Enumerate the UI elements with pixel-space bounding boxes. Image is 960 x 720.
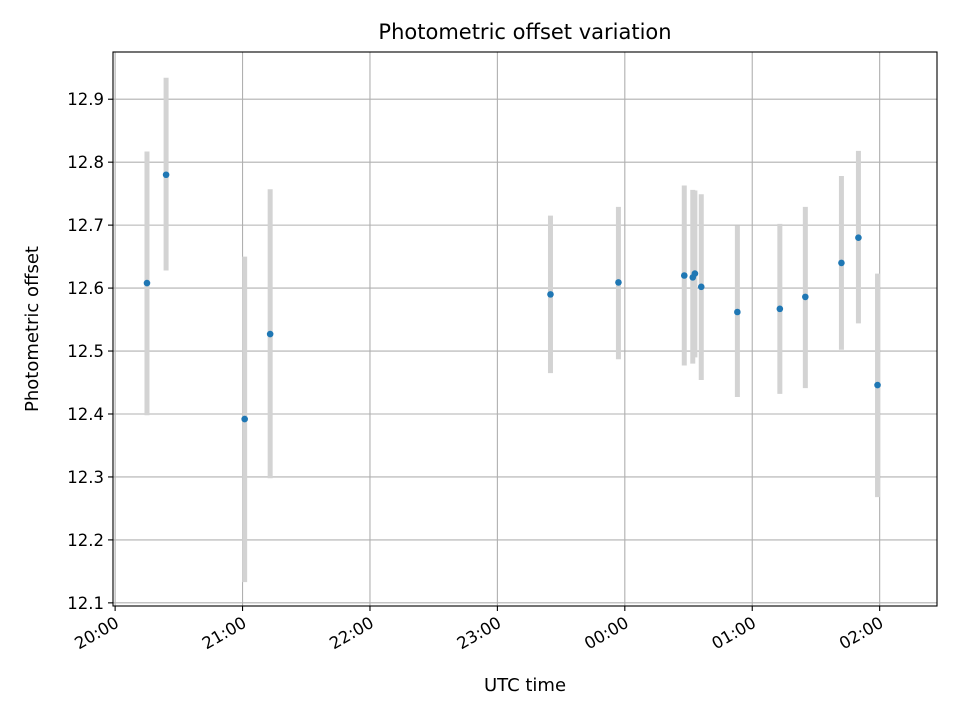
data-point [143, 279, 151, 287]
y-tick-label: 12.2 [67, 531, 104, 550]
y-tick-label: 12.1 [67, 594, 104, 613]
data-point [680, 272, 688, 279]
data-point [615, 279, 622, 286]
x-tick-label: 21:00 [199, 613, 250, 653]
data-points [143, 171, 881, 423]
x-tick-label: 00:00 [581, 613, 632, 653]
y-tick-label: 12.5 [67, 342, 104, 361]
data-point [691, 270, 699, 277]
data-point [697, 283, 705, 291]
x-tick-label: 22:00 [326, 613, 377, 653]
data-point [838, 259, 845, 267]
y-tick-label: 12.9 [67, 90, 104, 109]
data-point [266, 330, 274, 338]
error-bars [144, 77, 881, 583]
data-point [802, 293, 809, 301]
x-tick-label: 20:00 [71, 613, 122, 653]
data-point [734, 308, 741, 316]
y-tick-label: 12.7 [67, 216, 104, 235]
x-axis-label: UTC time [484, 675, 566, 696]
x-axis-ticks: 20:00 21:00 22:00 23:00 00:00 01:00 02:00 [71, 606, 887, 653]
data-point [855, 234, 862, 242]
x-tick-label: 01:00 [709, 613, 760, 653]
data-point [874, 381, 881, 389]
y-tick-label: 12.3 [67, 468, 104, 487]
chart-title: Photometric offset variation [378, 20, 671, 44]
data-point [162, 171, 170, 179]
y-tick-label: 12.4 [67, 405, 104, 424]
x-tick-label: 23:00 [454, 613, 505, 653]
y-tick-label: 12.8 [67, 153, 104, 172]
y-tick-label: 12.6 [67, 279, 104, 298]
grid [113, 52, 937, 606]
plot-frame [112, 51, 938, 607]
data-point [547, 291, 554, 298]
data-point [241, 415, 248, 423]
x-tick-label: 02:00 [836, 613, 887, 653]
y-axis-label: Photometric offset [22, 246, 43, 412]
data-point [776, 305, 784, 313]
y-axis-ticks: 12.1 12.2 12.3 12.4 12.5 12.6 12.7 12.8 12.9 [67, 90, 113, 613]
